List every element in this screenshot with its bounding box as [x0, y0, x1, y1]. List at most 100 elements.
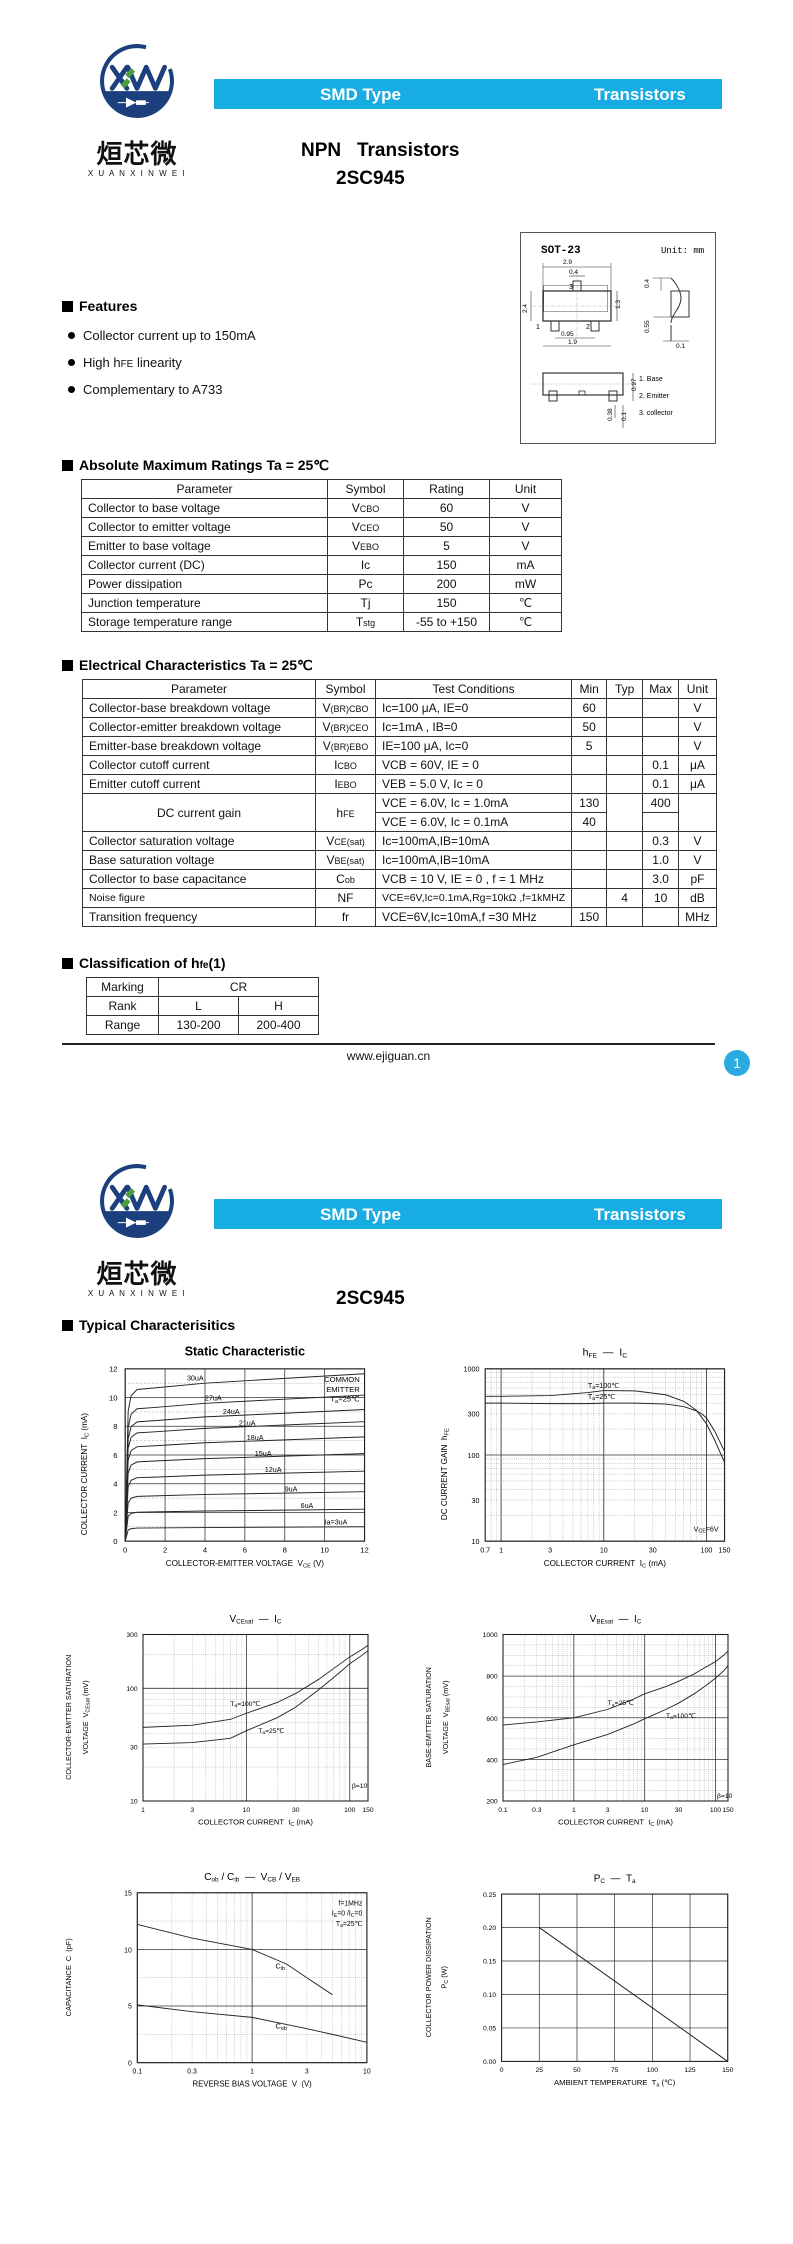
svg-text:COLLECTOR POWER DISSIPATION: COLLECTOR POWER DISSIPATION — [424, 1917, 433, 2037]
svg-text:1000: 1000 — [463, 1366, 479, 1374]
svg-text:300: 300 — [467, 1411, 479, 1419]
svg-text:BASE-EMITTER SATURATION: BASE-EMITTER SATURATION — [424, 1667, 433, 1767]
svg-text:β=10: β=10 — [717, 1793, 733, 1800]
svg-text:100: 100 — [710, 1807, 722, 1814]
svg-text:4: 4 — [113, 1480, 118, 1489]
svg-text:30: 30 — [471, 1497, 479, 1505]
svg-text:0.05: 0.05 — [483, 2026, 496, 2033]
svg-text:3: 3 — [305, 2069, 309, 2076]
svg-text:10: 10 — [600, 1547, 608, 1555]
svg-text:0.55: 0.55 — [644, 320, 651, 333]
svg-text:150: 150 — [719, 1547, 731, 1555]
svg-text:Ta=25℃: Ta=25℃ — [336, 1921, 363, 1929]
svg-text:1: 1 — [572, 1807, 576, 1814]
svg-text:100: 100 — [467, 1452, 479, 1460]
svg-text:0: 0 — [128, 2060, 132, 2067]
svg-text:β=10: β=10 — [352, 1783, 368, 1790]
svg-text:30: 30 — [130, 1745, 138, 1752]
svg-text:10: 10 — [124, 1947, 132, 1954]
svg-text:100: 100 — [700, 1547, 712, 1555]
svg-text:1: 1 — [536, 324, 540, 331]
svg-text:4: 4 — [203, 1546, 208, 1555]
svg-text:2: 2 — [163, 1546, 167, 1555]
svg-text:100: 100 — [344, 1807, 356, 1814]
svg-text:AMBIENT TEMPERATURE Ta (℃): AMBIENT TEMPERATURE Ta (℃) — [554, 2078, 676, 2088]
svg-text:Ta=25℃: Ta=25℃ — [258, 1728, 284, 1736]
svg-text:3: 3 — [606, 1807, 610, 1814]
svg-text:0.20: 0.20 — [483, 1925, 496, 1932]
svg-text:12: 12 — [109, 1365, 117, 1374]
svg-text:Ta=100℃: Ta=100℃ — [666, 1713, 696, 1721]
svg-text:0.4: 0.4 — [569, 269, 578, 276]
svg-text:30: 30 — [292, 1807, 300, 1814]
svg-text:150: 150 — [722, 2067, 734, 2074]
svg-text:0.1: 0.1 — [621, 412, 628, 421]
svg-text:12: 12 — [360, 1546, 368, 1555]
svg-text:10: 10 — [243, 1807, 251, 1814]
svg-text:1.3: 1.3 — [615, 300, 622, 309]
svg-text:24uA: 24uA — [223, 1408, 240, 1416]
svg-text:2: 2 — [586, 324, 590, 331]
svg-text:9uA: 9uA — [285, 1486, 298, 1494]
svg-text:COLLECTOR CURRENT IC (mA): COLLECTOR CURRENT IC (mA) — [80, 1413, 90, 1536]
svg-text:18uA: 18uA — [247, 1434, 264, 1442]
svg-text:0.3: 0.3 — [187, 2069, 197, 2076]
svg-text:hFE — IC: hFE — IC — [583, 1346, 628, 1359]
svg-text:0.95: 0.95 — [561, 331, 574, 338]
svg-text:DC CURRENT GAIN hFE: DC CURRENT GAIN hFE — [440, 1428, 450, 1520]
svg-text:15uA: 15uA — [255, 1450, 272, 1458]
svg-text:0.4: 0.4 — [644, 279, 651, 288]
svg-text:10: 10 — [641, 1807, 649, 1814]
svg-text:0: 0 — [500, 2067, 504, 2074]
svg-text:600: 600 — [486, 1716, 498, 1723]
svg-text:f=1MHz: f=1MHz — [338, 1901, 362, 1908]
svg-text:COLLECTOR CURRENT IC (mA): COLLECTOR CURRENT IC (mA) — [558, 1817, 673, 1827]
svg-text:150: 150 — [362, 1807, 374, 1814]
svg-text:0.38: 0.38 — [607, 408, 614, 421]
svg-text:10: 10 — [130, 1799, 138, 1806]
svg-text:CAPACITANCE C (pF): CAPACITANCE C (pF) — [64, 1938, 73, 2016]
svg-text:VBEsat — IC: VBEsat — IC — [590, 1614, 642, 1626]
svg-text:10: 10 — [471, 1538, 479, 1546]
svg-text:6: 6 — [113, 1451, 117, 1460]
svg-text:1. Base: 1. Base — [639, 376, 663, 383]
svg-text:21uA: 21uA — [239, 1420, 256, 1428]
svg-text:50: 50 — [573, 2067, 581, 2074]
svg-text:10: 10 — [320, 1546, 329, 1555]
svg-text:1: 1 — [499, 1547, 503, 1555]
svg-text:200: 200 — [486, 1799, 498, 1806]
svg-text:12uA: 12uA — [265, 1466, 282, 1474]
svg-text:COLLECTOR CURRENT IC (mA): COLLECTOR CURRENT IC (mA) — [198, 1817, 313, 1827]
svg-text:2. Emitter: 2. Emitter — [639, 393, 670, 400]
svg-text:0.10: 0.10 — [483, 1992, 496, 1999]
svg-text:100: 100 — [647, 2067, 659, 2074]
svg-text:1000: 1000 — [483, 1632, 498, 1639]
svg-text:10: 10 — [363, 2069, 371, 2076]
svg-text:2.4: 2.4 — [522, 304, 529, 313]
svg-text:SOT-23: SOT-23 — [541, 245, 581, 257]
svg-text:1: 1 — [141, 1807, 145, 1814]
svg-text:25: 25 — [536, 2067, 544, 2074]
svg-text:VCE=6V: VCE=6V — [694, 1525, 719, 1534]
svg-text:VCEsat — IC: VCEsat — IC — [230, 1614, 282, 1626]
svg-text:Ta=100℃: Ta=100℃ — [230, 1701, 260, 1709]
svg-text:Static Characteristic: Static Characteristic — [185, 1344, 305, 1358]
svg-text:0.97: 0.97 — [631, 378, 638, 391]
svg-text:PC — Ta: PC — Ta — [594, 1873, 636, 1885]
svg-text:10: 10 — [109, 1393, 117, 1402]
svg-text:Ta=25℃: Ta=25℃ — [608, 1700, 634, 1708]
svg-text:Ia=3uA: Ia=3uA — [325, 1519, 348, 1527]
svg-text:75: 75 — [611, 2067, 619, 2074]
svg-text:0: 0 — [113, 1537, 117, 1546]
svg-text:30uA: 30uA — [187, 1374, 204, 1382]
svg-text:3: 3 — [190, 1807, 194, 1814]
svg-text:30: 30 — [649, 1547, 657, 1555]
svg-text:Unit: mm: Unit: mm — [661, 246, 704, 256]
svg-text:3: 3 — [569, 284, 573, 291]
svg-text:30: 30 — [675, 1807, 683, 1814]
svg-text:Ta=25℃: Ta=25℃ — [588, 1393, 616, 1402]
svg-text:6uA: 6uA — [301, 1502, 314, 1510]
svg-text:8: 8 — [113, 1422, 117, 1431]
svg-text:COLLECTOR CURRENT IC (mA): COLLECTOR CURRENT IC (mA) — [544, 1559, 667, 1569]
svg-text:0: 0 — [123, 1546, 127, 1555]
